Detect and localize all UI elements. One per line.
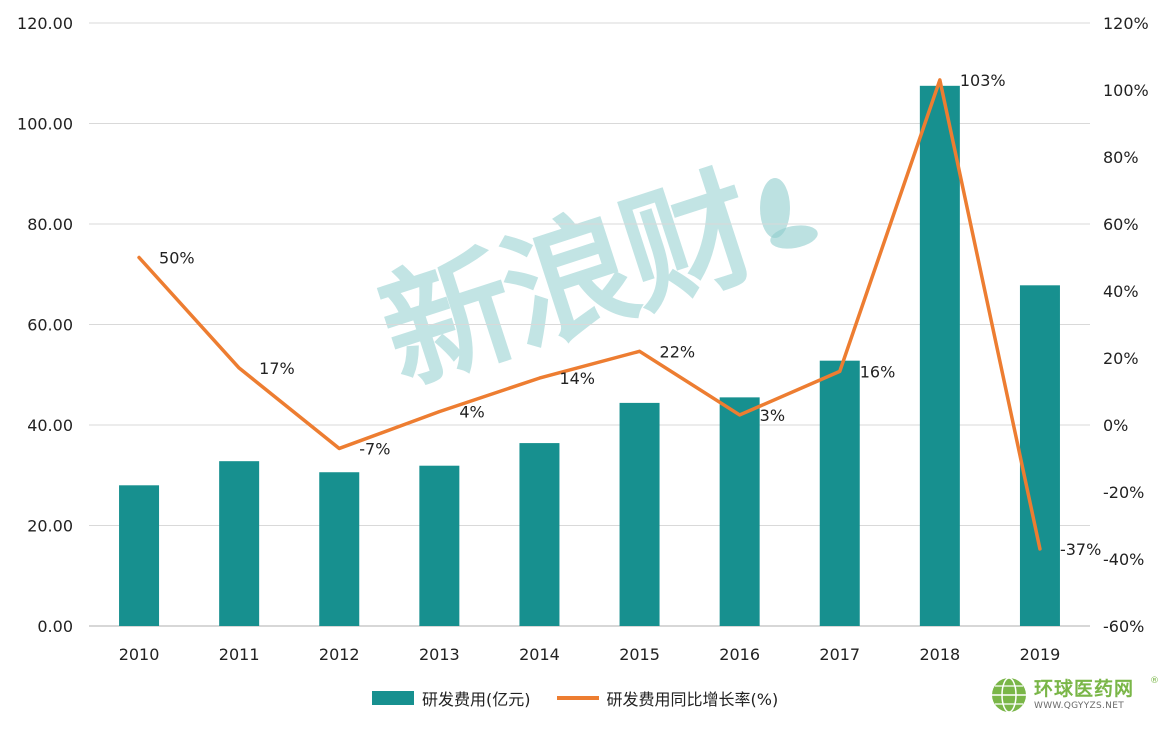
left-axis-tick-label: 120.00	[17, 14, 73, 33]
legend-item-line: 研发费用同比增长率(%)	[556, 686, 779, 710]
line-data-label: 14%	[559, 369, 595, 388]
bar	[219, 461, 260, 626]
line-point	[238, 367, 240, 369]
legend-label-line: 研发费用同比增长率(%)	[606, 690, 779, 709]
right-axis-tick-label: 60%	[1103, 215, 1139, 234]
globe-icon	[992, 677, 1026, 713]
right-axis-tick-label: 0%	[1103, 416, 1128, 435]
x-axis-tick-label: 2014	[519, 645, 560, 664]
line-data-label: 17%	[259, 359, 295, 378]
left-axis-tick-label: 20.00	[27, 517, 73, 536]
line-point	[438, 411, 440, 413]
line-data-label: 3%	[760, 406, 785, 425]
line-point	[839, 370, 841, 372]
line-point	[739, 414, 741, 416]
legend-swatch-bar	[372, 691, 414, 705]
bar	[1019, 285, 1060, 626]
legend-label-bar: 研发费用(亿元)	[422, 690, 531, 709]
x-axis-tick-label: 2013	[419, 645, 460, 664]
line-data-label: -7%	[359, 439, 390, 458]
legend: 研发费用(亿元) 研发费用同比增长率(%)	[372, 686, 778, 710]
line-point	[939, 79, 941, 81]
right-axis-tick-label: 40%	[1103, 282, 1139, 301]
bar	[319, 472, 360, 626]
bar	[119, 485, 160, 626]
right-axis-tick-label: -40%	[1103, 550, 1144, 569]
left-axis-tick-label: 60.00	[27, 316, 73, 335]
right-axis-tick-label: -20%	[1103, 483, 1144, 502]
line-data-label: 4%	[459, 403, 484, 422]
right-axis-tick-label: 80%	[1103, 148, 1139, 167]
bar	[819, 360, 860, 626]
x-axis-tick-label: 2019	[1020, 645, 1061, 664]
right-axis-tick-label: -60%	[1103, 617, 1144, 636]
line-point	[138, 257, 140, 258]
left-axis-tick-label: 80.00	[27, 215, 73, 234]
x-axis-tick-label: 2015	[619, 645, 660, 664]
right-axis-tick-label: 100%	[1103, 81, 1149, 100]
logo-registered-mark: ®	[1150, 676, 1159, 686]
site-logo: 环球医药网 WWW.QGYYZS.NET ®	[990, 676, 1159, 714]
legend-item-bar: 研发费用(亿元)	[372, 686, 531, 710]
left-axis-tick-label: 0.00	[37, 617, 73, 636]
line-data-label: 16%	[860, 362, 896, 381]
x-axis-tick-label: 2011	[219, 645, 260, 664]
line-point	[538, 377, 540, 379]
growth-line	[137, 78, 1042, 551]
x-axis-tick-label: 2017	[819, 645, 860, 664]
x-axis-tick-label: 2018	[919, 645, 960, 664]
line-point	[338, 447, 340, 449]
x-axis-tick-label: 2012	[319, 645, 360, 664]
right-axis-tick-label: 20%	[1103, 349, 1139, 368]
logo-name: 环球医药网	[1034, 677, 1135, 700]
logo-url: WWW.QGYYZS.NET	[1034, 700, 1124, 711]
line-data-label: 103%	[960, 71, 1006, 90]
legend-swatch-line	[556, 696, 599, 700]
bar	[519, 443, 560, 626]
line-data-label: -37%	[1060, 540, 1101, 559]
left-axis-tick-label: 100.00	[17, 115, 73, 134]
x-axis-tick-label: 2010	[119, 645, 160, 664]
bar	[619, 402, 660, 626]
line-point	[639, 350, 641, 352]
bar	[919, 85, 960, 626]
bar	[719, 397, 760, 626]
right-axis-tick-label: 120%	[1103, 14, 1149, 33]
left-axis-tick-label: 40.00	[27, 416, 73, 435]
line-point	[1039, 548, 1041, 550]
x-axis-tick-label: 2016	[719, 645, 760, 664]
bar	[419, 465, 460, 626]
line-data-label: 50%	[159, 249, 195, 268]
line-data-label: 22%	[660, 342, 696, 361]
